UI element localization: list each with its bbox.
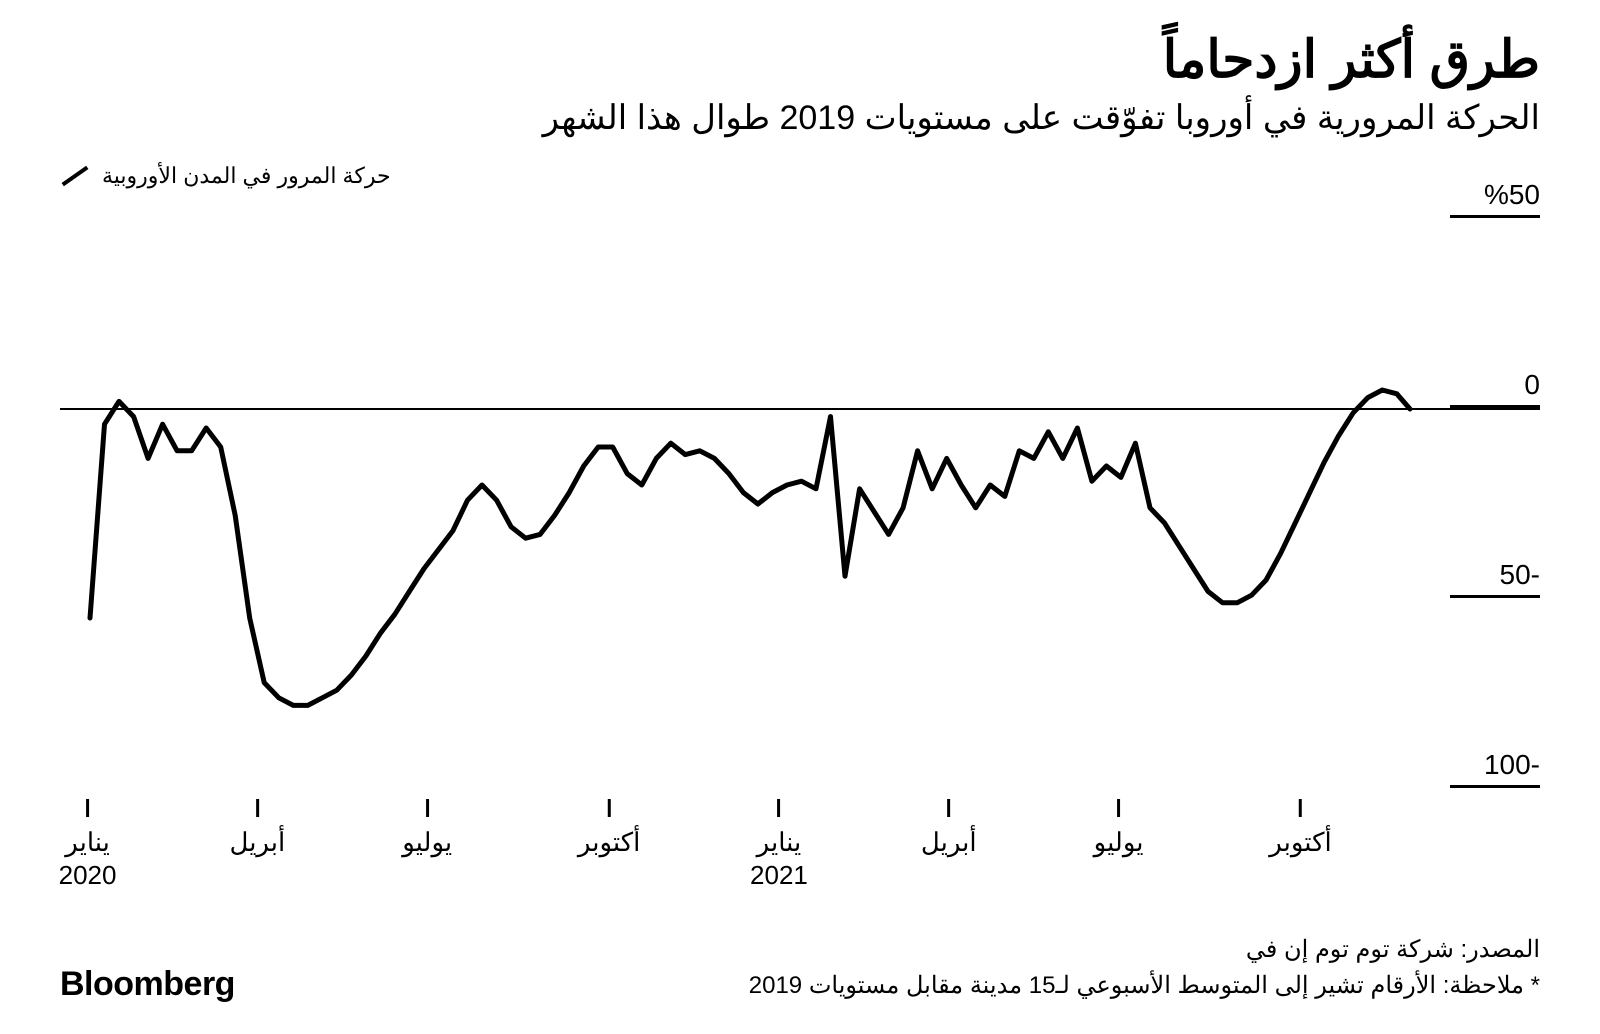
x-tick: أبريل	[921, 799, 977, 858]
y-tick-line	[1450, 595, 1540, 598]
y-tick-line	[1450, 785, 1540, 788]
x-tick: يوليو	[402, 799, 452, 858]
line-chart-svg	[60, 219, 1540, 789]
x-tick: أبريل	[230, 799, 286, 858]
y-tick-line	[1450, 215, 1540, 218]
x-tick-year: 2020	[59, 860, 117, 891]
x-tick-year: 2021	[750, 860, 808, 891]
x-tick: يناير2020	[59, 799, 117, 891]
x-tick-label: أكتوبر	[578, 827, 640, 858]
chart-title: طرق أكثر ازدحاماً	[60, 30, 1540, 90]
legend-label: حركة المرور في المدن الأوروبية	[102, 163, 391, 189]
x-tick-mark	[426, 799, 429, 817]
chart-area: %500-50-100 يناير2020أبريليوليوأكتوبرينا…	[60, 219, 1540, 789]
x-tick-label: أبريل	[230, 827, 286, 858]
chart-subtitle: الحركة المرورية في أوروبا تفوّقت على مست…	[60, 98, 1540, 138]
x-tick-mark	[777, 799, 780, 817]
y-tick: -50	[1430, 559, 1540, 598]
brand-logo: Bloomberg	[60, 965, 235, 1004]
x-tick-mark	[86, 799, 89, 817]
x-tick-label: أكتوبر	[1269, 827, 1331, 858]
x-tick-label: أبريل	[921, 827, 977, 858]
y-tick-label: %50	[1430, 179, 1540, 215]
x-tick-mark	[1117, 799, 1120, 817]
x-tick-label: يوليو	[1094, 827, 1144, 858]
y-tick-label: 0	[1430, 369, 1540, 405]
y-tick-label: -100	[1430, 749, 1540, 785]
x-axis-ticks: يناير2020أبريليوليوأكتوبريناير2021أبريلي…	[60, 799, 1420, 909]
legend-swatch-icon	[62, 166, 89, 186]
x-tick: أكتوبر	[1269, 799, 1331, 858]
x-tick-mark	[947, 799, 950, 817]
source-text: المصدر: شركة توم توم إن في	[749, 932, 1540, 968]
x-tick-mark	[608, 799, 611, 817]
x-tick: أكتوبر	[578, 799, 640, 858]
note-text: * ملاحظة: الأرقام تشير إلى المتوسط الأسب…	[749, 968, 1540, 1004]
y-tick-label: -50	[1430, 559, 1540, 595]
y-tick-line	[1450, 405, 1540, 408]
x-tick-mark	[1299, 799, 1302, 817]
y-tick: -100	[1430, 749, 1540, 788]
y-axis-ticks: %500-50-100	[1430, 219, 1540, 789]
x-tick: يناير2021	[750, 799, 808, 891]
x-tick-mark	[256, 799, 259, 817]
x-tick-label: يناير	[750, 827, 808, 858]
y-tick: %50	[1430, 179, 1540, 218]
x-tick-label: يوليو	[402, 827, 452, 858]
x-tick-label: يناير	[59, 827, 117, 858]
y-tick: 0	[1430, 369, 1540, 408]
legend: حركة المرور في المدن الأوروبية	[60, 163, 1540, 189]
x-tick: يوليو	[1094, 799, 1144, 858]
